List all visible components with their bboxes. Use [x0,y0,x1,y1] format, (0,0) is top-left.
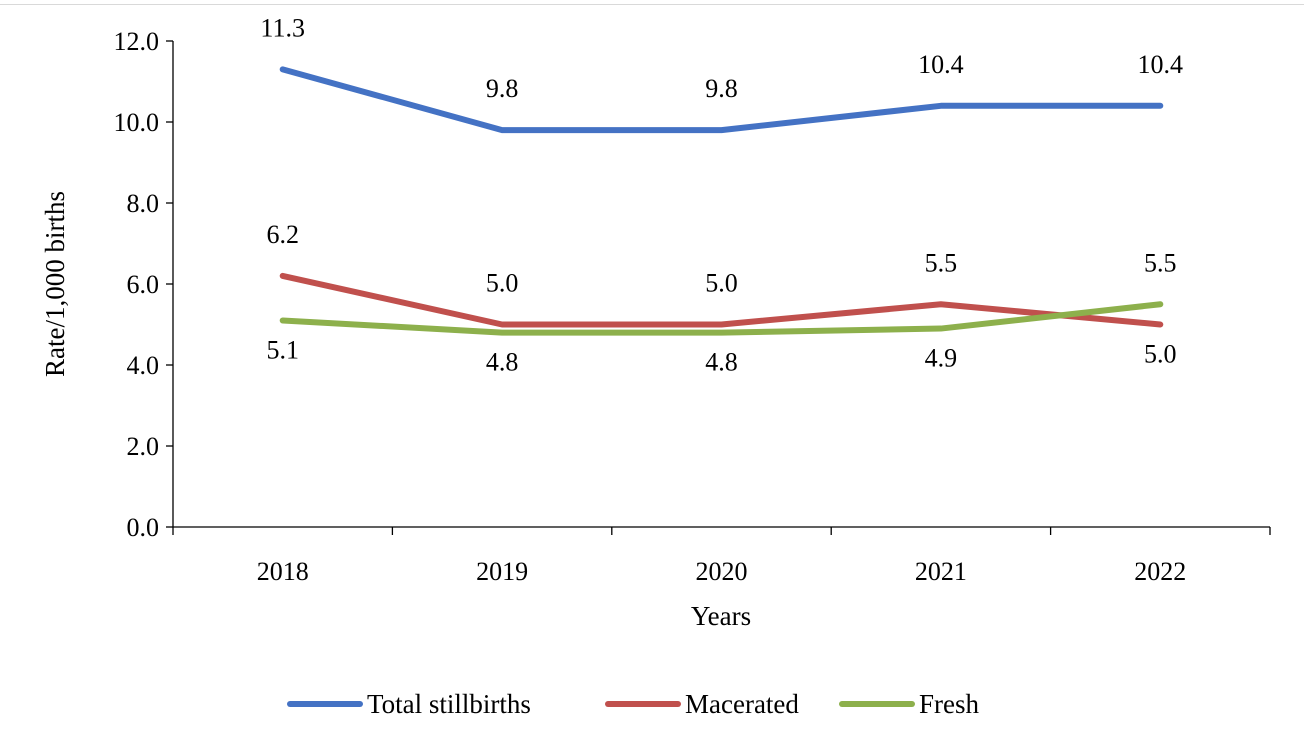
data-label: 5.1 [266,335,299,364]
series-line-macerated [279,272,1164,328]
y-tick-label: 10.0 [114,108,160,137]
data-label: 5.5 [925,248,958,277]
top-border [0,4,1304,5]
data-label: 4.9 [925,344,958,373]
data-label: 5.0 [486,269,519,298]
y-tick-label: 6.0 [127,270,160,299]
x-tick-label: 2019 [476,557,528,586]
legend-label: Fresh [919,689,979,719]
data-label: 10.4 [918,50,964,79]
data-label: 6.2 [266,220,299,249]
x-tick-label: 2018 [257,557,309,586]
data-label: 9.8 [486,74,519,103]
series-line-fresh [279,301,1164,336]
x-axis-title: Years [691,601,751,631]
legend-label: Macerated [685,689,799,719]
data-label: 10.4 [1138,50,1184,79]
data-label: 5.5 [1144,248,1177,277]
data-label: 9.8 [705,74,738,103]
data-label: 4.8 [705,348,738,377]
x-tick-label: 2021 [915,557,967,586]
y-axis-title: Rate/1,000 births [40,191,70,377]
data-label: 5.0 [1144,340,1177,369]
y-tick-label: 4.0 [127,351,160,380]
data-label: 5.0 [705,269,738,298]
x-tick-label: 2020 [696,557,748,586]
data-label: 11.3 [260,13,305,42]
y-tick-label: 0.0 [127,513,160,542]
data-label: 4.8 [486,348,519,377]
y-tick-label: 8.0 [127,189,160,218]
series-line-total-stillbirths [279,66,1164,134]
y-tick-label: 12.0 [114,27,160,56]
legend-label: Total stillbirths [367,689,531,719]
y-tick-label: 2.0 [127,432,160,461]
x-tick-label: 2022 [1134,557,1186,586]
